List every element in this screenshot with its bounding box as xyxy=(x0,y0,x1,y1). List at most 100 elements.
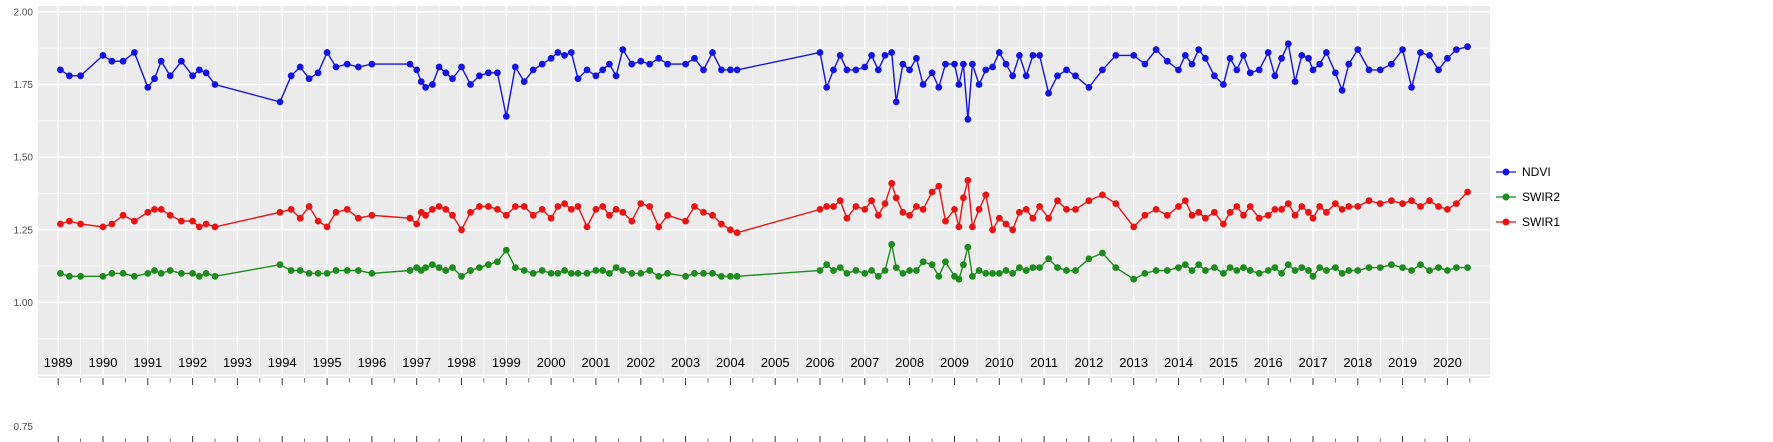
data-point-SWIR2 xyxy=(1112,264,1120,271)
data-point-SWIR2 xyxy=(1365,264,1373,271)
data-point-SWIR2 xyxy=(1163,267,1171,274)
data-point-NDVI xyxy=(1408,84,1415,91)
data-point-SWIR2 xyxy=(691,270,698,277)
data-point-NDVI xyxy=(467,81,474,88)
data-point-SWIR1 xyxy=(413,220,421,228)
data-point-NDVI xyxy=(1426,52,1433,59)
data-point-NDVI xyxy=(1175,66,1182,74)
x-tick-label: 1993 xyxy=(223,355,252,370)
data-point-NDVI xyxy=(1417,49,1424,56)
data-point-NDVI xyxy=(995,49,1003,56)
x-tick-label: 2008 xyxy=(895,355,924,370)
data-point-SWIR2 xyxy=(682,272,689,280)
data-point-SWIR1 xyxy=(612,206,620,213)
data-point-NDVI xyxy=(502,113,510,120)
data-point-SWIR2 xyxy=(567,270,575,277)
data-point-SWIR1 xyxy=(1054,197,1061,205)
data-point-SWIR2 xyxy=(709,270,716,277)
data-point-SWIR1 xyxy=(1130,223,1138,231)
data-point-NDVI xyxy=(823,84,831,91)
data-point-SWIR1 xyxy=(211,223,219,231)
data-point-NDVI xyxy=(1002,60,1010,68)
data-point-SWIR2 xyxy=(823,261,831,269)
data-point-NDVI xyxy=(494,69,501,77)
data-point-SWIR2 xyxy=(816,267,824,274)
data-point-NDVI xyxy=(99,52,107,59)
data-point-SWIR2 xyxy=(919,258,927,266)
data-point-SWIR2 xyxy=(727,272,734,280)
data-point-SWIR2 xyxy=(1002,267,1010,274)
data-point-SWIR1 xyxy=(547,214,555,222)
data-point-SWIR1 xyxy=(868,197,875,205)
data-point-SWIR2 xyxy=(906,267,913,274)
data-point-SWIR2 xyxy=(1453,264,1460,271)
data-point-NDVI xyxy=(1323,49,1330,56)
x-tick-label: 1996 xyxy=(357,355,386,370)
data-point-SWIR2 xyxy=(211,272,219,280)
data-point-NDVI xyxy=(816,49,824,56)
data-point-SWIR2 xyxy=(1354,267,1362,274)
plot-panel xyxy=(38,6,1490,378)
legend-label-swir2: SWIR2 xyxy=(1522,189,1561,204)
data-point-NDVI xyxy=(476,72,483,80)
data-point-SWIR2 xyxy=(1426,267,1433,274)
data-point-SWIR1 xyxy=(458,226,465,234)
y-tick-label: 2.00 xyxy=(14,7,34,18)
data-point-SWIR1 xyxy=(467,208,474,216)
data-point-SWIR2 xyxy=(323,270,331,277)
data-point-SWIR2 xyxy=(1202,267,1209,274)
data-point-SWIR1 xyxy=(888,179,896,187)
data-point-SWIR1 xyxy=(1316,203,1324,210)
data-point-SWIR1 xyxy=(287,206,295,213)
data-point-SWIR2 xyxy=(664,270,671,277)
data-point-SWIR2 xyxy=(287,267,295,274)
x-tick-label: 1991 xyxy=(133,355,162,370)
data-point-SWIR1 xyxy=(964,177,972,184)
series-NDVI xyxy=(57,40,1471,123)
data-point-SWIR2 xyxy=(442,267,450,274)
data-point-NDVI xyxy=(583,66,591,74)
data-point-SWIR1 xyxy=(1408,197,1415,205)
data-point-SWIR1 xyxy=(881,200,889,208)
data-point-SWIR2 xyxy=(1063,267,1070,274)
data-point-SWIR2 xyxy=(1435,264,1442,271)
data-point-SWIR2 xyxy=(1188,267,1196,274)
data-point-SWIR2 xyxy=(355,267,362,274)
data-point-SWIR2 xyxy=(476,264,483,271)
data-point-SWIR1 xyxy=(1435,203,1442,210)
data-point-SWIR2 xyxy=(296,267,304,274)
data-point-SWIR1 xyxy=(511,203,519,210)
data-point-SWIR2 xyxy=(861,270,869,277)
data-point-NDVI xyxy=(1036,52,1043,59)
data-point-SWIR1 xyxy=(1345,203,1353,210)
data-point-NDVI xyxy=(955,81,963,88)
data-point-SWIR2 xyxy=(1072,267,1079,274)
data-point-SWIR2 xyxy=(1264,267,1272,274)
data-point-SWIR1 xyxy=(913,203,920,210)
x-tick-label: 2014 xyxy=(1164,355,1193,370)
data-point-SWIR1 xyxy=(1016,208,1023,216)
data-point-NDVI xyxy=(664,60,671,68)
data-point-SWIR2 xyxy=(843,270,851,277)
data-point-SWIR2 xyxy=(189,270,197,277)
data-point-SWIR2 xyxy=(1284,261,1292,269)
data-point-SWIR2 xyxy=(406,267,414,274)
data-point-NDVI xyxy=(1332,69,1339,77)
data-point-SWIR1 xyxy=(131,217,138,225)
data-point-NDVI xyxy=(899,60,907,68)
data-point-SWIR2 xyxy=(1376,264,1384,271)
legend-item-swir1: SWIR1 xyxy=(1494,209,1560,234)
data-point-SWIR1 xyxy=(664,211,671,219)
data-point-NDVI xyxy=(1246,69,1254,77)
data-point-NDVI xyxy=(655,54,663,62)
data-point-NDVI xyxy=(1435,66,1442,74)
data-point-SWIR2 xyxy=(892,264,900,271)
data-point-SWIR1 xyxy=(476,203,483,210)
data-point-NDVI xyxy=(599,66,607,74)
data-point-NDVI xyxy=(1376,66,1384,74)
data-point-SWIR2 xyxy=(520,267,528,274)
data-point-NDVI xyxy=(323,49,331,56)
x-tick-label: 2020 xyxy=(1433,355,1462,370)
data-point-SWIR2 xyxy=(1099,249,1106,257)
data-point-SWIR1 xyxy=(637,200,645,208)
